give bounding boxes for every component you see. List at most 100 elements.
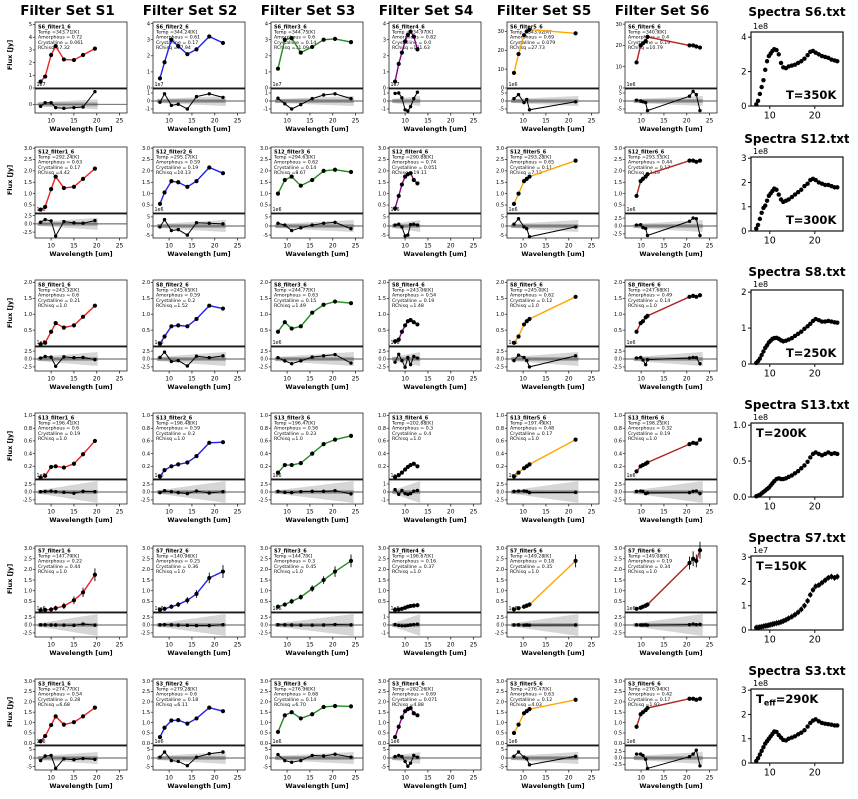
- svg-text:10: 10: [637, 642, 645, 649]
- spectra-title: Spectra S13.txt: [744, 399, 849, 412]
- svg-text:Temp =196.67[K]: Temp =196.67[K]: [391, 554, 433, 560]
- svg-text:2.0: 2.0: [260, 567, 268, 573]
- spectra-title: Spectra S3.txt: [748, 665, 845, 678]
- svg-text:4: 4: [741, 33, 746, 43]
- svg-text:3: 3: [147, 37, 150, 43]
- svg-text:0: 0: [383, 756, 386, 762]
- svg-text:2.0: 2.0: [260, 169, 268, 175]
- svg-text:Amorphous = 0.54: Amorphous = 0.54: [38, 692, 82, 698]
- svg-text:3.0: 3.0: [24, 546, 32, 552]
- svg-text:10: 10: [47, 775, 55, 782]
- svg-text:15: 15: [70, 376, 78, 383]
- svg-text:25: 25: [588, 509, 596, 516]
- svg-text:20: 20: [329, 118, 337, 125]
- svg-text:1.0: 1.0: [378, 413, 386, 419]
- svg-text:1.5: 1.5: [260, 296, 268, 302]
- svg-text:25: 25: [234, 118, 242, 125]
- svg-text:1.0: 1.0: [142, 588, 150, 594]
- svg-text:3: 3: [29, 48, 32, 54]
- svg-text:Temp =245.0[K]: Temp =245.0[K]: [509, 288, 548, 294]
- svg-text:-1: -1: [381, 498, 386, 504]
- svg-text:2: 2: [147, 54, 150, 60]
- svg-text:25: 25: [588, 118, 596, 125]
- svg-text:1.5: 1.5: [378, 180, 386, 186]
- svg-text:Amorphous = 0.69: Amorphous = 0.69: [510, 35, 554, 41]
- svg-text:0.0: 0.0: [260, 357, 268, 363]
- svg-text:2.5: 2.5: [378, 689, 386, 695]
- svg-text:S13_filter6_6: S13_filter6_6: [628, 416, 665, 422]
- svg-text:1.5: 1.5: [496, 710, 504, 716]
- svg-text:2.5: 2.5: [260, 689, 268, 695]
- svg-text:20: 20: [683, 376, 691, 383]
- column-header-s5: Filter Set S5: [496, 3, 592, 19]
- svg-text:Wavelength [um]: Wavelength [um]: [403, 516, 466, 524]
- svg-text:Crystalline = 0.35: Crystalline = 0.35: [510, 564, 552, 570]
- svg-text:1: 1: [29, 73, 32, 79]
- svg-text:0: 0: [383, 490, 386, 496]
- svg-text:25: 25: [706, 775, 714, 782]
- svg-text:10: 10: [47, 243, 55, 250]
- svg-text:0.0: 0.0: [142, 623, 150, 629]
- svg-text:S8_filter6_6: S8_filter6_6: [628, 283, 661, 289]
- svg-text:1.0: 1.0: [24, 191, 32, 197]
- svg-text:2.0: 2.0: [378, 700, 386, 706]
- svg-text:Amorphous = 0.72: Amorphous = 0.72: [38, 35, 82, 41]
- svg-text:-2.5: -2.5: [23, 230, 32, 236]
- svg-text:-5: -5: [145, 233, 150, 239]
- svg-text:4: 4: [383, 21, 386, 27]
- svg-text:S7_filter6_6: S7_filter6_6: [628, 549, 661, 555]
- svg-text:Temp =144.7[K]: Temp =144.7[K]: [273, 554, 312, 560]
- column-header-s1: Filter Set S1: [20, 3, 115, 19]
- svg-text:RChisq =10.13: RChisq =10.13: [156, 170, 191, 176]
- svg-text:RChisq =1.0: RChisq =1.0: [38, 569, 67, 575]
- svg-text:-2.5: -2.5: [141, 365, 150, 371]
- svg-text:Temp =344.24[K]: Temp =344.24[K]: [155, 30, 197, 36]
- svg-text:1e6: 1e6: [273, 207, 282, 213]
- svg-text:Amorphous = 0.54: Amorphous = 0.54: [392, 293, 436, 299]
- svg-text:Wavelength [um]: Wavelength [um]: [49, 782, 112, 790]
- svg-text:0.0: 0.0: [260, 741, 268, 747]
- svg-text:1.0: 1.0: [614, 191, 622, 197]
- svg-text:-2.5: -2.5: [141, 631, 150, 637]
- svg-text:2.5: 2.5: [24, 556, 32, 562]
- svg-text:10: 10: [283, 642, 291, 649]
- svg-text:15: 15: [542, 642, 550, 649]
- svg-text:RChisq =37.94: RChisq =37.94: [156, 45, 191, 51]
- svg-text:2.5: 2.5: [24, 482, 32, 488]
- svg-text:Wavelength [um]: Wavelength [um]: [285, 383, 348, 391]
- svg-text:5: 5: [383, 215, 386, 221]
- svg-text:0.0: 0.0: [142, 357, 150, 363]
- svg-text:1: 1: [741, 735, 746, 745]
- svg-text:25: 25: [470, 243, 478, 250]
- svg-text:Temp =196.41[K]: Temp =196.41[K]: [37, 421, 79, 427]
- svg-text:Wavelength [um]: Wavelength [um]: [639, 649, 702, 657]
- svg-text:2.0: 2.0: [260, 700, 268, 706]
- main-panel: [388, 21, 482, 89]
- svg-text:10: 10: [519, 642, 527, 649]
- flux-axis-label: Flux [Jy]: [6, 165, 14, 195]
- temperature-label: T=200K: [756, 426, 807, 440]
- svg-text:0.5: 0.5: [496, 328, 504, 334]
- svg-text:S6_filter4_6: S6_filter4_6: [392, 25, 425, 31]
- svg-text:3.0: 3.0: [142, 146, 150, 152]
- svg-text:Amorphous = 0.59: Amorphous = 0.59: [156, 426, 200, 432]
- svg-text:Amorphous = 0.59: Amorphous = 0.59: [156, 293, 200, 299]
- svg-text:Temp =243.32[K]: Temp =243.32[K]: [37, 288, 79, 294]
- svg-text:0.0: 0.0: [614, 623, 622, 629]
- flux-axis-label: Flux [Jy]: [6, 40, 14, 70]
- svg-text:Amorphous = 0.6: Amorphous = 0.6: [156, 692, 197, 698]
- svg-text:10: 10: [519, 243, 527, 250]
- main-panel: [624, 279, 718, 347]
- svg-text:10: 10: [637, 775, 645, 782]
- svg-text:S3_filter4_6: S3_filter4_6: [392, 682, 425, 688]
